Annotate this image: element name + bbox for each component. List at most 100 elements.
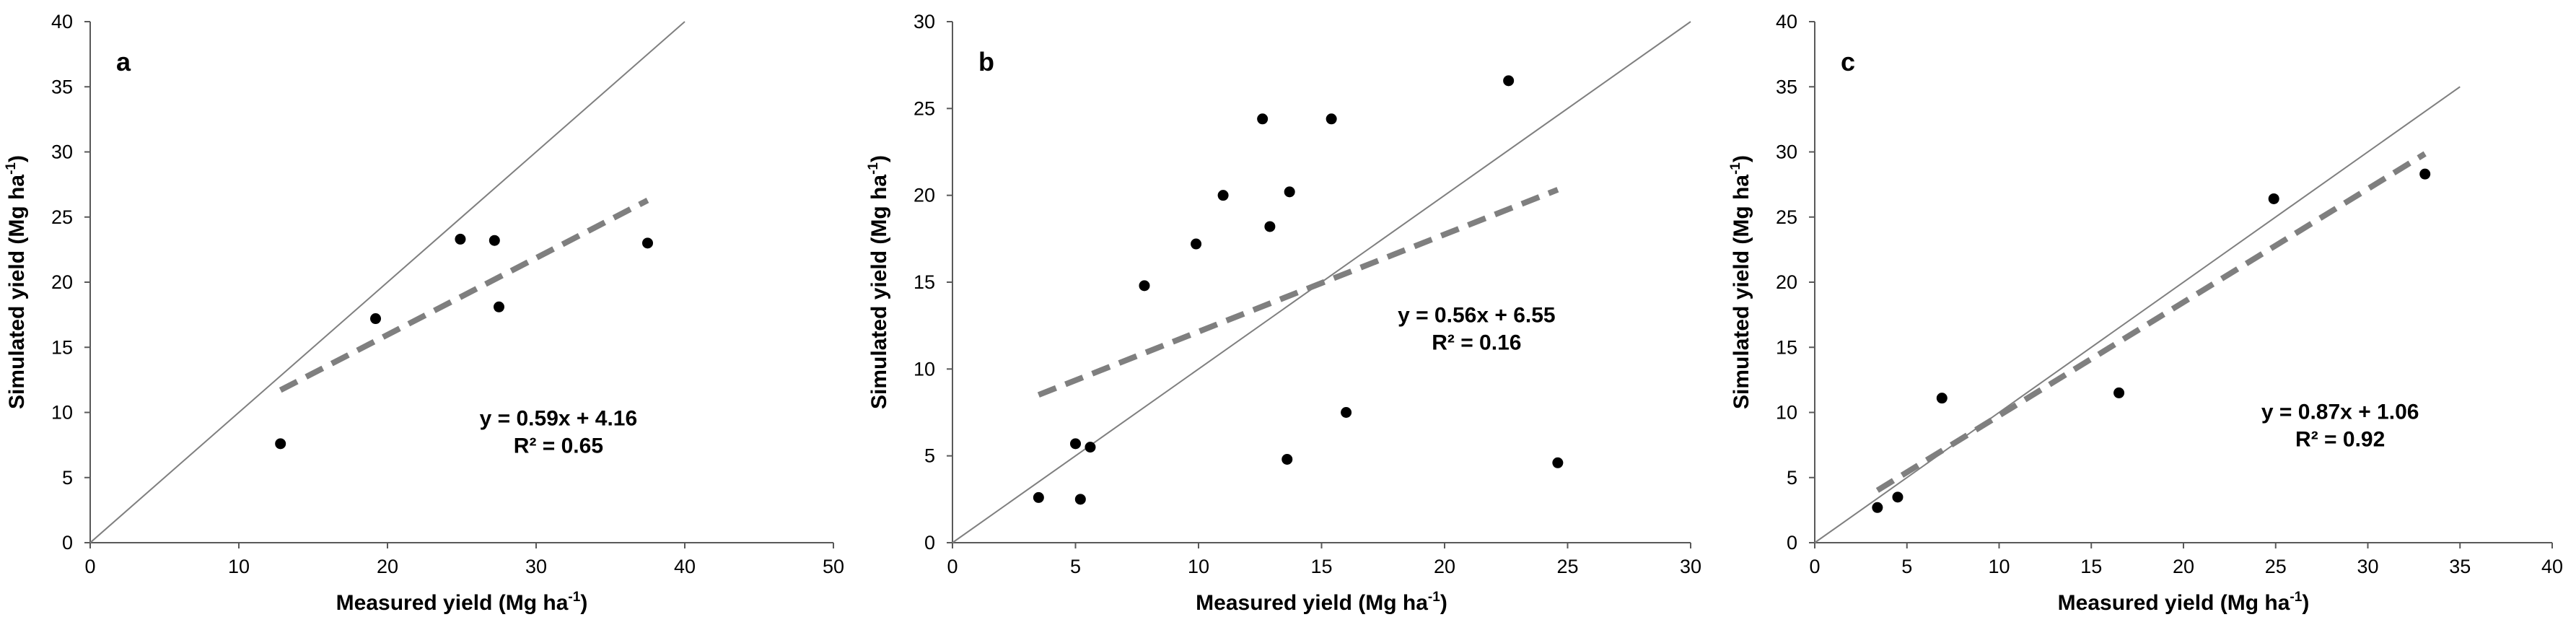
data-point — [1085, 442, 1096, 453]
x-tick-label: 30 — [1680, 556, 1701, 577]
data-point — [1552, 457, 1564, 468]
trendline-equation: y = 0.87x + 1.06 — [2261, 401, 2419, 424]
x-tick-label: 10 — [1988, 556, 2010, 577]
y-tick-label: 40 — [51, 11, 73, 32]
trendline — [1875, 151, 2427, 493]
y-tick-label: 0 — [62, 532, 73, 554]
y-axis-title-superscript: -1 — [1728, 162, 1743, 175]
x-tick-label: 20 — [2173, 556, 2194, 577]
trendline — [279, 198, 649, 393]
x-tick-label: 15 — [1310, 556, 1332, 577]
data-point — [1074, 494, 1086, 505]
x-axis-title-close: ) — [1440, 591, 1447, 615]
data-point — [1139, 280, 1150, 292]
y-tick-label: 10 — [51, 402, 73, 424]
y-axis-title-superscript: -1 — [866, 162, 881, 175]
y-axis-title-text: Simulated yield (Mg ha — [867, 175, 891, 409]
panel-c: 0 5 10 15 20 25 30 35 40 0 5 10 15 20 25 30 35 40 c y = 0.8… — [1728, 11, 2563, 615]
r-squared-label: R² = 0.65 — [514, 434, 603, 458]
data-point — [642, 237, 653, 249]
y-tick-label: 15 — [51, 336, 73, 358]
y-tick-label: 35 — [51, 76, 73, 97]
data-point — [489, 235, 500, 246]
x-tick-label: 40 — [2541, 556, 2563, 577]
y-tick-label: 10 — [914, 358, 935, 380]
panel-b: 0 5 10 15 20 25 30 0 5 10 15 20 25 30 b y = 0.56x + 6.5… — [866, 11, 1701, 615]
x-axis-title-text: Measured yield (Mg ha — [1196, 591, 1428, 615]
x-tick-label: 25 — [2265, 556, 2287, 577]
r-squared-label: R² = 0.16 — [1432, 331, 1521, 354]
y-tick-label: 30 — [51, 141, 73, 163]
y-tick-label: 30 — [914, 11, 935, 32]
trendline — [1037, 187, 1559, 398]
data-point — [1892, 491, 1903, 503]
data-point — [1872, 502, 1883, 513]
y-tick-label: 15 — [914, 271, 935, 293]
x-tick-label: 0 — [84, 556, 95, 577]
y-axis-title-close: ) — [867, 155, 891, 162]
trendline-equation: y = 0.59x + 4.16 — [480, 407, 638, 431]
y-tick-label: 5 — [1787, 467, 1797, 489]
data-point — [2419, 168, 2431, 180]
y-tick-label: 35 — [1776, 76, 1797, 97]
x-tick-label: 10 — [1188, 556, 1209, 577]
x-tick-label: 0 — [947, 556, 958, 577]
data-point — [1341, 407, 1352, 418]
data-point — [1070, 438, 1081, 450]
data-point — [1191, 238, 1202, 250]
data-point — [455, 233, 466, 245]
x-axis-title-superscript: -1 — [1428, 590, 1440, 605]
data-point — [2113, 387, 2125, 398]
x-axis-title-superscript: -1 — [568, 590, 580, 605]
x-axis-title: Measured yield (Mg ha-1) — [1196, 590, 1447, 615]
panel-a: 0 10 20 30 40 50 0 5 10 15 20 25 30 35 40 a y = 0.59x + … — [4, 11, 844, 615]
data-point — [1217, 190, 1229, 201]
data-point — [275, 438, 286, 450]
x-tick-label: 30 — [525, 556, 547, 577]
r-squared-label: R² = 0.92 — [2295, 428, 2385, 452]
y-tick-label: 25 — [1776, 206, 1797, 228]
x-tick-label: 15 — [2080, 556, 2102, 577]
data-point — [2268, 193, 2279, 204]
x-axis-title-text: Measured yield (Mg ha — [336, 591, 569, 615]
y-axis-title-text: Simulated yield (Mg ha — [5, 175, 29, 409]
y-tick-label: 30 — [1776, 141, 1797, 163]
x-tick-label: 35 — [2449, 556, 2471, 577]
panel-letter: b — [978, 47, 994, 76]
x-axis-title-text: Measured yield (Mg ha — [2058, 591, 2290, 615]
x-axis-title: Measured yield (Mg ha-1) — [336, 590, 588, 615]
y-tick-label: 10 — [1776, 402, 1797, 424]
data-point — [1326, 113, 1337, 125]
x-tick-label: 5 — [1070, 556, 1081, 577]
y-tick-label: 20 — [914, 185, 935, 206]
y-axis-title-superscript: -1 — [4, 162, 19, 175]
y-tick-label: 25 — [51, 206, 73, 228]
data-point — [370, 313, 382, 325]
x-tick-label: 20 — [377, 556, 398, 577]
y-tick-label: 20 — [1776, 271, 1797, 293]
x-tick-label: 40 — [674, 556, 696, 577]
one-to-one-line — [1814, 86, 2461, 543]
data-point — [1033, 491, 1044, 503]
x-axis-title-close: ) — [2302, 591, 2309, 615]
x-axis-title: Measured yield (Mg ha-1) — [2058, 590, 2310, 615]
y-tick-label: 5 — [62, 467, 73, 489]
y-tick-label: 40 — [1776, 11, 1797, 32]
y-tick-label: 5 — [924, 445, 935, 467]
y-axis-title: Simulated yield (Mg ha-1) — [866, 155, 891, 409]
data-point — [1257, 113, 1269, 125]
y-tick-label: 25 — [914, 97, 935, 119]
x-tick-label: 20 — [1434, 556, 1455, 577]
data-point — [494, 301, 504, 312]
y-axis-title-text: Simulated yield (Mg ha — [1730, 175, 1753, 409]
y-axis-title-close: ) — [5, 155, 29, 162]
panel-letter: c — [1841, 47, 1855, 76]
one-to-one-line — [89, 21, 685, 543]
x-tick-label: 10 — [228, 556, 250, 577]
y-axis-title: Simulated yield (Mg ha-1) — [1728, 155, 1753, 409]
y-axis-title: Simulated yield (Mg ha-1) — [4, 155, 29, 409]
x-tick-label: 5 — [1901, 556, 1912, 577]
data-point — [1282, 453, 1293, 465]
y-tick-label: 0 — [924, 532, 935, 554]
